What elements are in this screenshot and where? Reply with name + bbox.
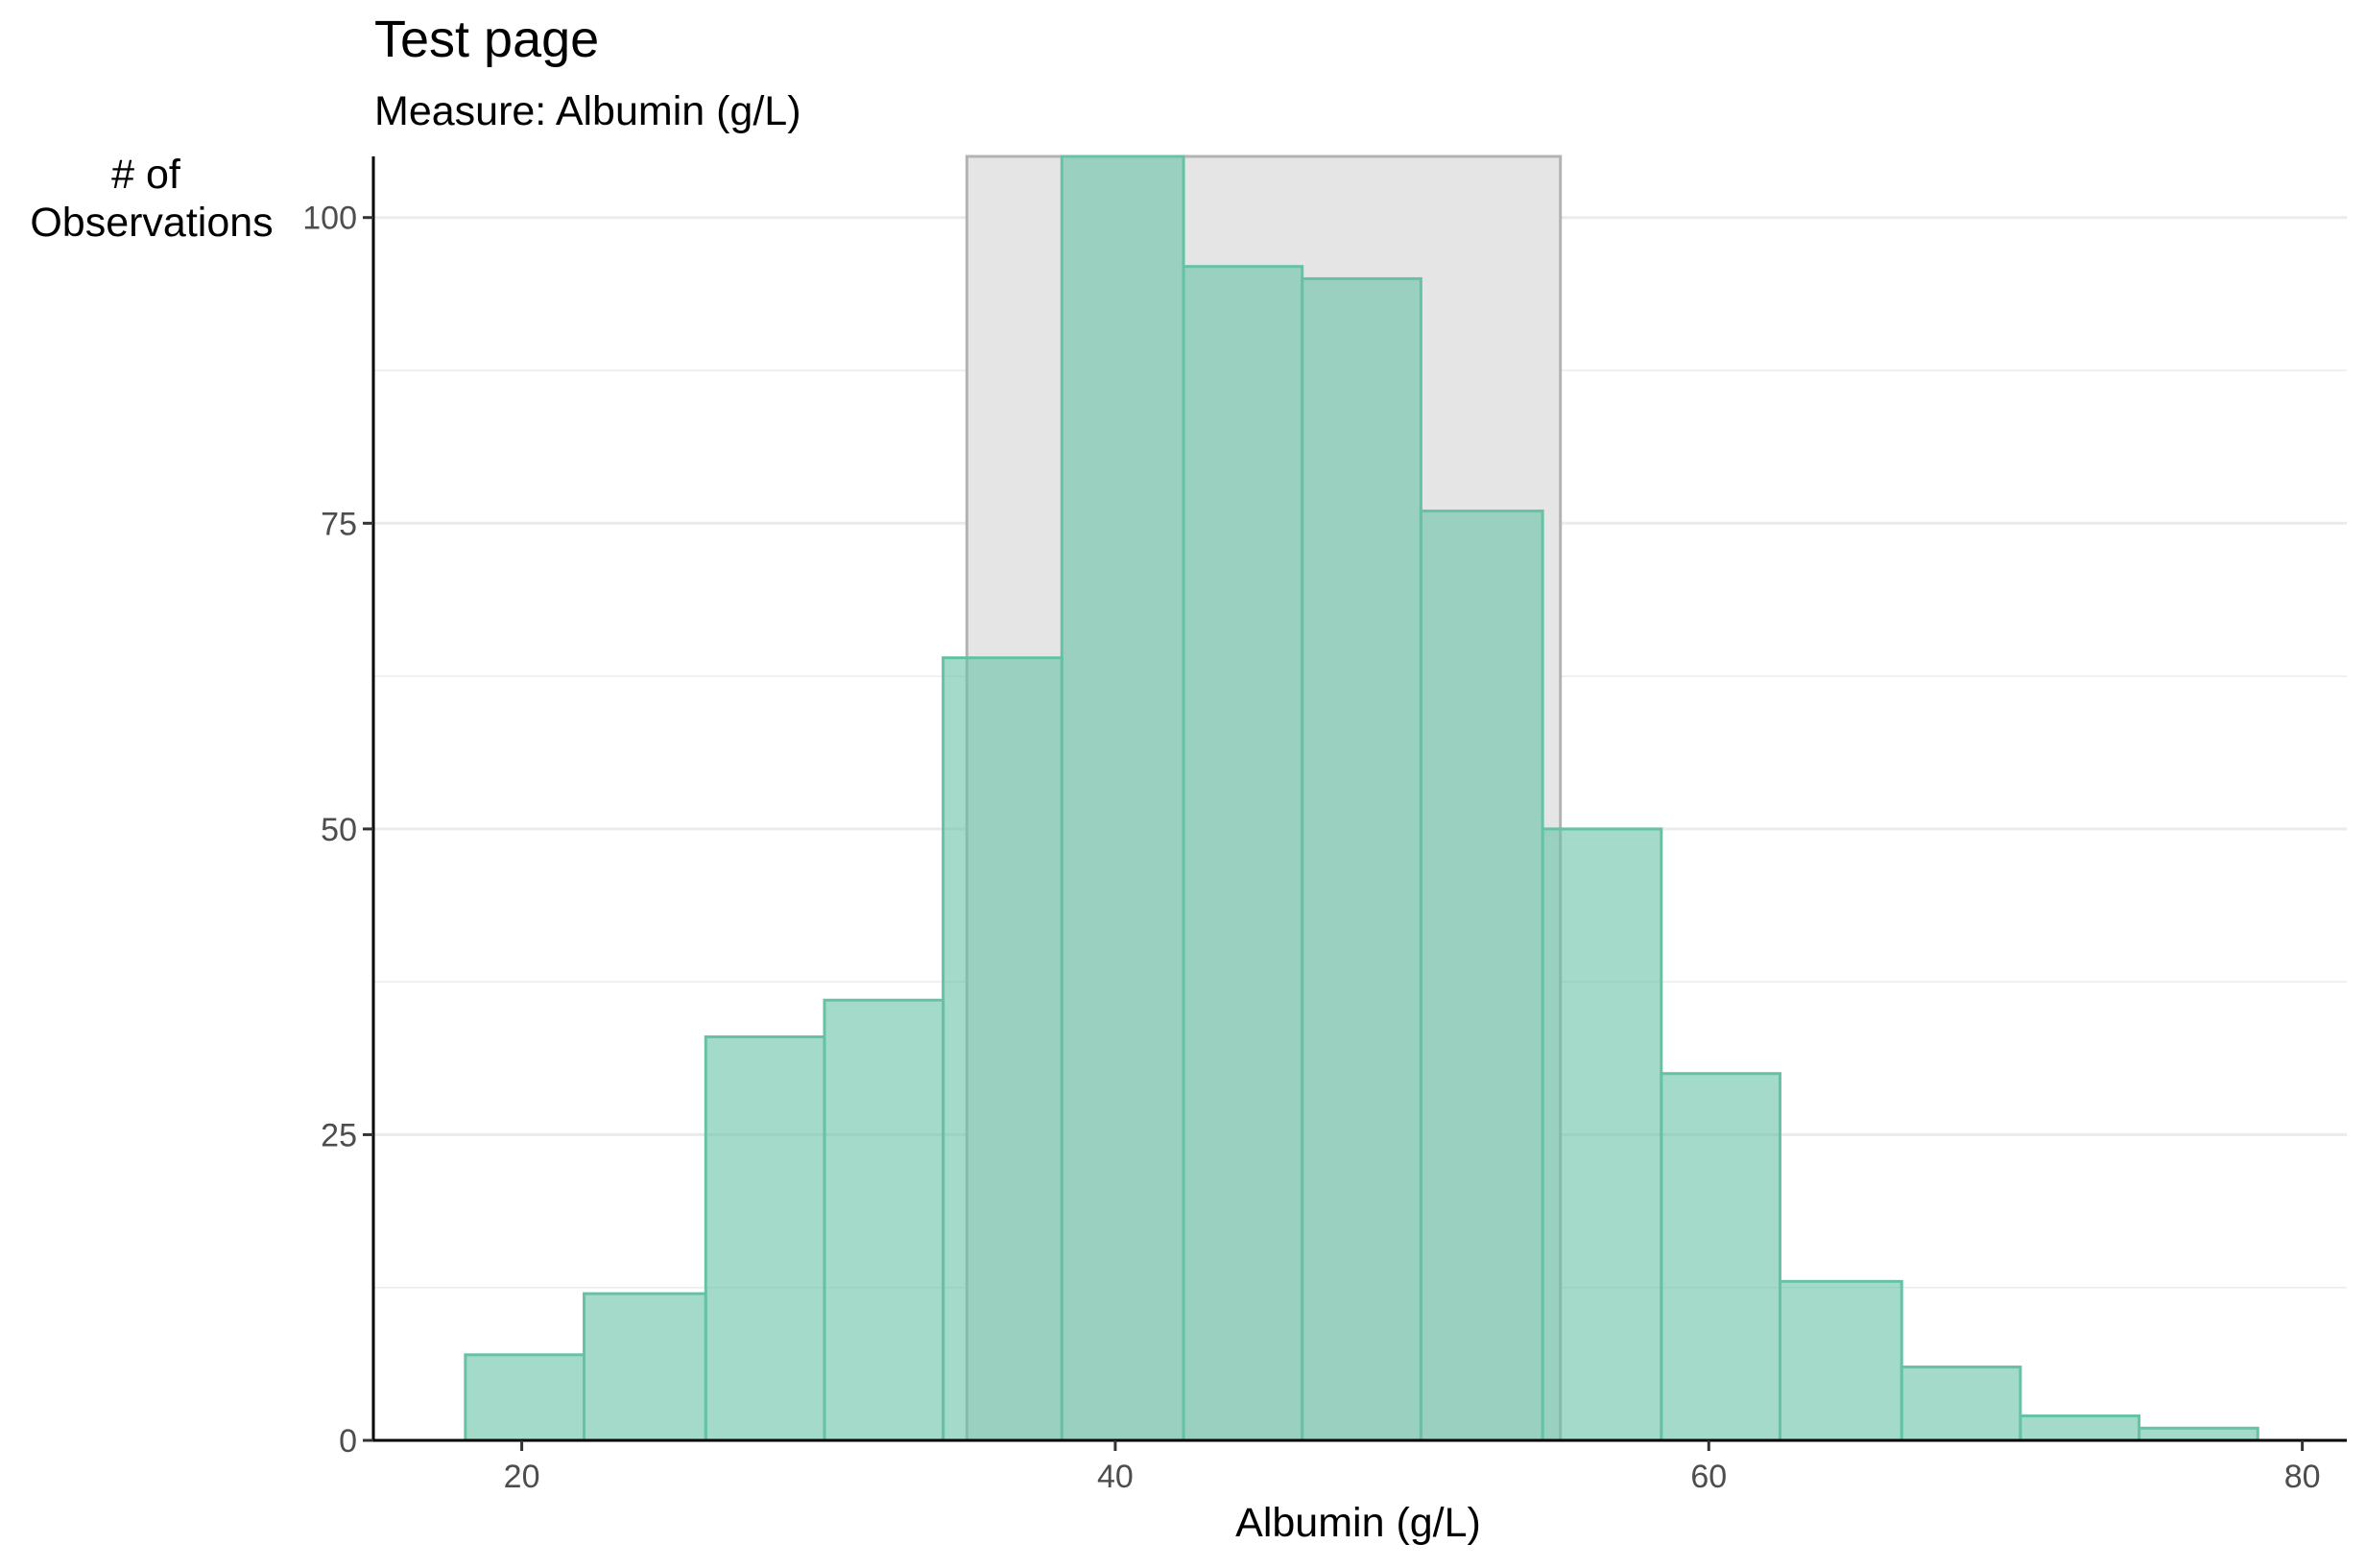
y-axis-label-line-1: # of bbox=[111, 152, 181, 198]
y-axis-label: # of Observations bbox=[30, 152, 273, 246]
x-tick-label: 20 bbox=[504, 1459, 540, 1495]
y-tick-label: 25 bbox=[321, 1117, 357, 1153]
y-tick-label: 75 bbox=[321, 506, 357, 542]
x-tick-label: 60 bbox=[1690, 1459, 1727, 1495]
histogram-bar bbox=[704, 1034, 826, 1442]
histogram-bar bbox=[1301, 276, 1422, 1442]
histogram-bar bbox=[1900, 1366, 2022, 1442]
y-tick-label: 100 bbox=[302, 201, 357, 237]
tick-labels: 0 25 50 75 100 20 40 60 80 bbox=[302, 201, 2320, 1495]
x-tick-label: 80 bbox=[2284, 1459, 2321, 1495]
x-tick-label: 40 bbox=[1097, 1459, 1134, 1495]
histogram-bar bbox=[942, 655, 1064, 1442]
histogram-bar bbox=[1419, 510, 1544, 1442]
y-tick-label: 0 bbox=[339, 1423, 357, 1460]
chart-title: Test page bbox=[374, 11, 599, 68]
histogram-bar bbox=[1778, 1279, 1903, 1442]
histogram-bar bbox=[464, 1353, 586, 1442]
histogram-bar bbox=[1541, 827, 1663, 1442]
histogram-bar bbox=[1660, 1072, 1781, 1442]
x-axis-label: Albumin (g/L) bbox=[1235, 1500, 1481, 1546]
y-axis-label-line-2: Observations bbox=[30, 200, 273, 246]
y-tick-label: 50 bbox=[321, 812, 357, 848]
histogram-bar bbox=[1182, 265, 1304, 1442]
histogram-bar bbox=[2019, 1414, 2141, 1442]
histogram-bars bbox=[464, 154, 2259, 1442]
histogram-bar bbox=[823, 998, 945, 1442]
histogram-bar bbox=[583, 1292, 707, 1442]
histogram-bar bbox=[1060, 154, 1185, 1442]
axes bbox=[371, 156, 2347, 1442]
chart-subtitle: Measure: Albumin (g/L) bbox=[374, 88, 801, 134]
histogram-bar bbox=[2138, 1426, 2259, 1442]
